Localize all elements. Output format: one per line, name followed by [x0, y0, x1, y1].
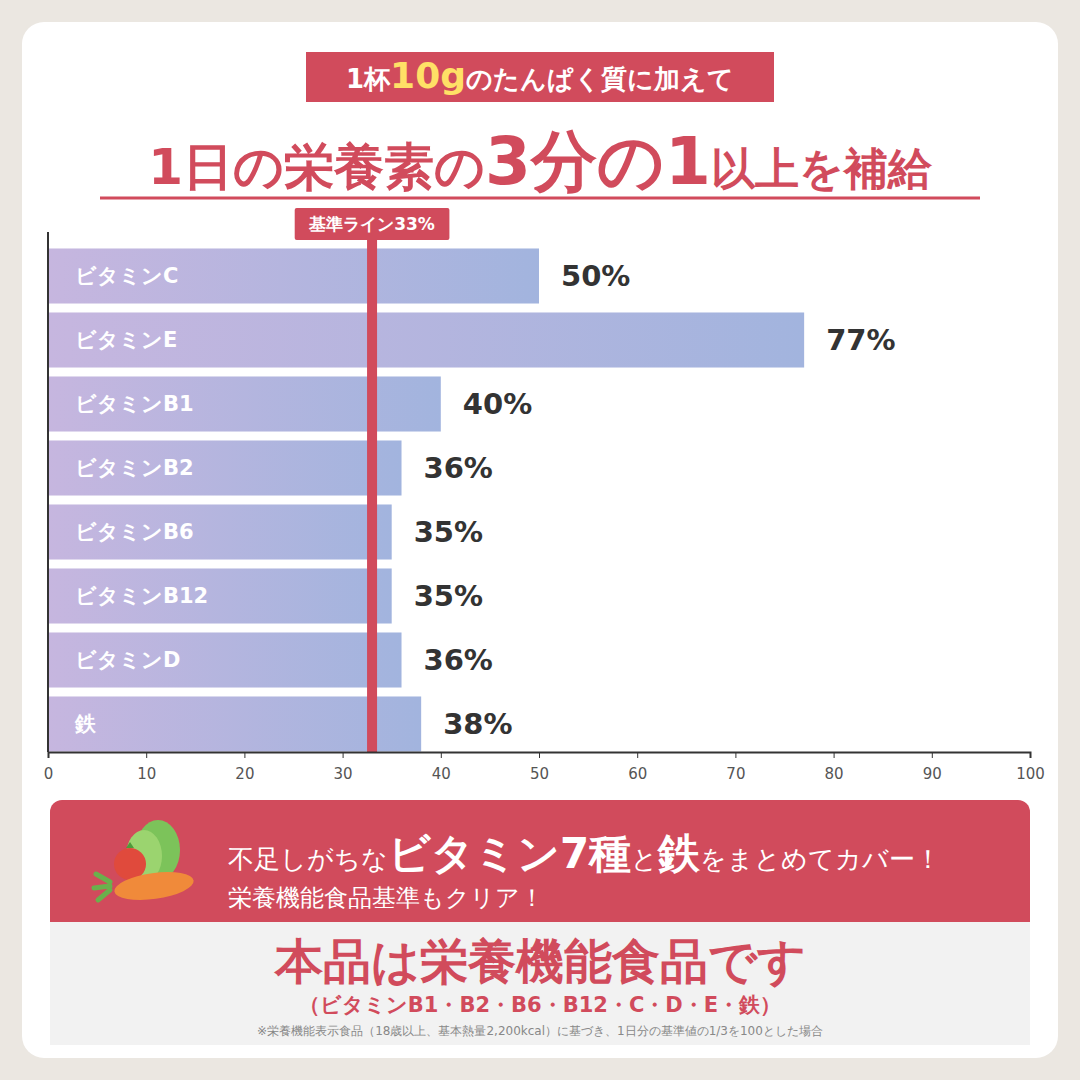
- x-tick: 0: [44, 752, 54, 783]
- category-label: ビタミンC: [75, 264, 178, 288]
- x-tick: 90: [923, 752, 942, 783]
- x-tick-mark: [1030, 752, 1031, 758]
- banner-part: ビタミン7種: [388, 829, 631, 878]
- x-tick-label: 50: [530, 765, 549, 783]
- banner-part: 鉄: [657, 829, 701, 878]
- bar: [48, 568, 392, 623]
- reference-line: [367, 240, 377, 752]
- x-tick: 60: [628, 752, 647, 783]
- x-tick-mark: [441, 752, 442, 758]
- banner-part: 不足しがちな: [228, 844, 388, 874]
- category-label: ビタミンB2: [75, 456, 194, 480]
- x-tick-label: 30: [334, 765, 353, 783]
- x-tick: 100: [1016, 752, 1045, 783]
- panel: [22, 22, 1058, 1058]
- x-tick-label: 80: [825, 765, 844, 783]
- reference-label-box: [295, 208, 450, 240]
- nutrients: （ビタミンB1・B2・B6・B12・C・D・E・鉄）: [299, 993, 781, 1017]
- bars: [48, 248, 804, 751]
- banner-part: をまとめてカバー！: [700, 844, 941, 874]
- x-tick-mark: [146, 752, 147, 758]
- x-tick-label: 0: [44, 765, 54, 783]
- bar: [48, 248, 539, 303]
- bar: [48, 376, 441, 431]
- x-tick: 50: [530, 752, 549, 783]
- category-label: ビタミンB12: [75, 584, 208, 608]
- x-tick: 30: [334, 752, 353, 783]
- background: [0, 0, 1080, 1080]
- x-tick-label: 40: [432, 765, 451, 783]
- banner-part: と: [631, 844, 658, 874]
- x-tick-mark: [932, 752, 933, 758]
- title-part: 以上を補給: [711, 143, 933, 194]
- x-tick: 10: [137, 752, 156, 783]
- banner-text: 不足しがちなビタミン7種と鉄をまとめてカバー！: [228, 829, 941, 878]
- bar: [48, 696, 421, 751]
- footnote: ※栄養機能表示食品（18歳以上、基本熱量2,200kcal）に基づき、1日分の基…: [257, 1024, 823, 1038]
- data-label: 38%: [443, 707, 512, 741]
- category-labels: ビタミンC ビタミンE ビタミンB1 ビタミンB2 ビタミンB6 ビタミンB12 ビタミンD…: [74, 264, 208, 736]
- title-part: 3分の1: [485, 123, 711, 200]
- y-axis-line: [47, 232, 49, 752]
- x-tick-mark: [343, 752, 344, 758]
- x-tick: 20: [235, 752, 254, 783]
- x-axis-line: [49, 753, 1031, 759]
- data-label: 50%: [561, 259, 630, 293]
- lead-part: 1杯: [346, 64, 391, 94]
- canvas: 1杯10gのたんぱく質に加えて1日の栄養素の3分の1以上を補給ビタミンCビタミン…: [0, 0, 1080, 1080]
- category-label: ビタミンD: [75, 648, 180, 672]
- x-tick: 40: [432, 752, 451, 783]
- data-label: 35%: [414, 579, 483, 613]
- x-tick-label: 100: [1016, 765, 1045, 783]
- data-label: 35%: [414, 515, 483, 549]
- x-tick-mark: [637, 752, 638, 758]
- category-label: ビタミンB1: [75, 392, 194, 416]
- category-label: ビタミンB6: [75, 520, 194, 544]
- x-tick-label: 10: [137, 765, 156, 783]
- title-underline: [100, 197, 980, 200]
- banner-sub: 栄養機能食品基準もクリア！: [228, 884, 544, 912]
- x-tick-mark: [834, 752, 835, 758]
- data-label: 36%: [424, 451, 493, 485]
- statement-box: [50, 922, 1030, 1045]
- x-tick-mark: [735, 752, 736, 758]
- x-tick-mark: [539, 752, 540, 758]
- x-tick: 70: [726, 752, 745, 783]
- x-tick-mark: [48, 752, 49, 758]
- x-tick-label: 70: [726, 765, 745, 783]
- vegetable-icon: [94, 820, 195, 904]
- title-part: 1日の栄養素の: [148, 138, 485, 196]
- category-label: ビタミンE: [75, 328, 177, 352]
- lead-text: 1杯10gのたんぱく質に加えて: [346, 55, 734, 96]
- statement: 本品は栄養機能食品です: [274, 933, 806, 989]
- bar: [48, 440, 402, 495]
- data-labels: 50% 77% 40% 36% 35% 35% 36% 38%: [414, 259, 896, 741]
- bar: [48, 632, 402, 687]
- x-tick: 80: [825, 752, 844, 783]
- title: 1日の栄養素の3分の1以上を補給: [148, 123, 933, 200]
- category-label: 鉄: [74, 712, 97, 736]
- lead-part: 10g: [390, 55, 466, 96]
- lead-part: のたんぱく質に加えて: [466, 64, 734, 94]
- lead-box: [306, 52, 774, 102]
- data-label: 77%: [826, 323, 895, 357]
- reference-annotation: 基準ライン33%: [295, 208, 450, 752]
- x-tick-label: 20: [235, 765, 254, 783]
- icon-carrot-top: [94, 874, 110, 900]
- x-tick-label: 60: [628, 765, 647, 783]
- bar: [48, 504, 392, 559]
- data-label: 40%: [463, 387, 532, 421]
- icon-tomato-stem: [126, 842, 134, 848]
- x-tick-mark: [244, 752, 245, 758]
- x-tick-label: 90: [923, 765, 942, 783]
- bar: [48, 312, 804, 367]
- icon-carrot: [113, 868, 196, 905]
- x-axis: 0 10 20 30 40 50 60 70 80 90 100: [44, 752, 1045, 783]
- data-label: 36%: [424, 643, 493, 677]
- reference-label: 基準ライン33%: [308, 214, 435, 234]
- banner: [50, 800, 1030, 922]
